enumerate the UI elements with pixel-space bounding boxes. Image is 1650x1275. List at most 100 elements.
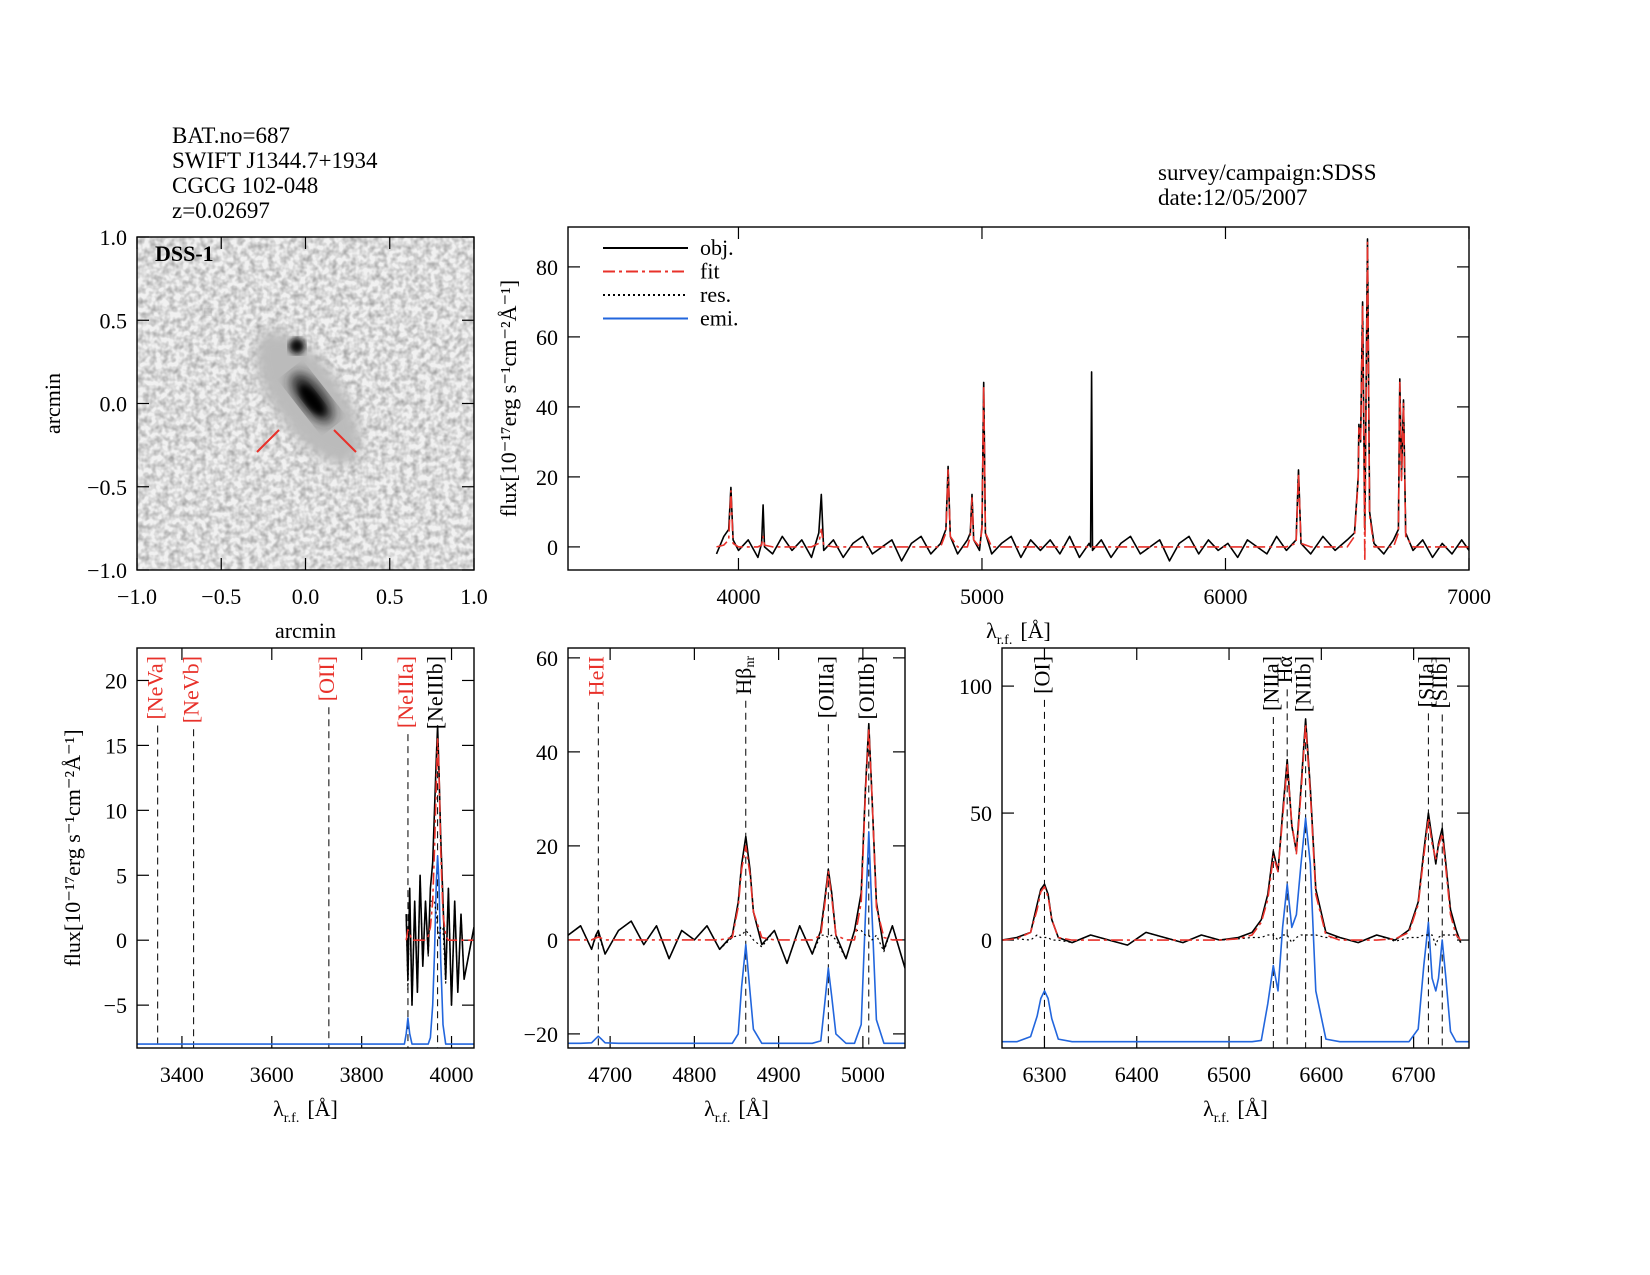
y-tick-label: −0.5 xyxy=(87,475,127,500)
y-tick-label: 0 xyxy=(547,535,558,560)
series-line xyxy=(405,725,474,1006)
line-label-text: [NeIIIa] xyxy=(393,656,418,728)
line-label-text: [NeIIIb] xyxy=(423,656,448,729)
x-axis-subscript: r.f. xyxy=(715,1111,731,1126)
x-tick-label: 5000 xyxy=(841,1062,885,1087)
x-tick-label: 6300 xyxy=(1022,1062,1066,1087)
y-tick-label: −5 xyxy=(104,993,127,1018)
companion xyxy=(289,338,305,354)
line-label: [NeVa] xyxy=(143,656,168,720)
y-tick-label: 60 xyxy=(536,646,558,671)
y-tick-label: 50 xyxy=(970,801,992,826)
y-tick-label: 1.0 xyxy=(100,225,128,250)
y-tick-label: 40 xyxy=(536,740,558,765)
line-label: [OI] xyxy=(1030,656,1055,694)
line-label: Hα xyxy=(1272,656,1297,684)
line-label: [OIIIa] xyxy=(813,656,838,718)
x-tick-label: 3600 xyxy=(250,1062,294,1087)
x-axis-unit: [Å] xyxy=(307,1096,338,1121)
y-tick-label: −20 xyxy=(524,1022,558,1047)
series-line xyxy=(1002,723,1462,941)
x-axis-label: λr.f. [Å] xyxy=(1203,1096,1268,1126)
series-line xyxy=(137,855,474,1045)
y-tick-label: −1.0 xyxy=(87,558,127,583)
line-label: [OIIIb] xyxy=(854,656,879,720)
x-tick-label: 4900 xyxy=(757,1062,801,1087)
y-tick-label: 5 xyxy=(116,863,127,888)
x-tick-label: 6700 xyxy=(1392,1062,1436,1087)
y-tick-label: 0.0 xyxy=(100,392,128,417)
line-label: [OII] xyxy=(314,656,339,701)
y-tick-label: 60 xyxy=(536,325,558,350)
x-tick-label: 5000 xyxy=(960,584,1004,609)
frame xyxy=(567,226,1470,571)
frame xyxy=(567,647,906,1049)
x-tick-label: 1.0 xyxy=(460,584,488,609)
line-label-text: Hβ xyxy=(731,668,756,695)
x-tick-label: 4700 xyxy=(588,1062,632,1087)
x-tick-label: −0.5 xyxy=(201,584,241,609)
plot-area xyxy=(568,700,905,1048)
x-tick-label: 4000 xyxy=(716,584,760,609)
y-tick-label: 20 xyxy=(105,668,127,693)
x-tick-label: 3400 xyxy=(160,1062,204,1087)
marker xyxy=(256,429,280,453)
x-tick-label: 6600 xyxy=(1299,1062,1343,1087)
x-axis-label: λr.f. [Å] xyxy=(986,618,1051,648)
header-line: BAT.no=687 xyxy=(172,123,290,148)
x-axis-label: arcmin xyxy=(275,618,336,643)
sky-image xyxy=(137,237,474,570)
y-tick-label: 0 xyxy=(116,928,127,953)
x-axis-subscript: r.f. xyxy=(1214,1111,1230,1126)
line-label: [SIIb] xyxy=(1427,656,1452,709)
x-axis-unit: [Å] xyxy=(1020,618,1051,643)
y-tick-label: 10 xyxy=(105,798,127,823)
x-tick-label: 6500 xyxy=(1207,1062,1251,1087)
x-axis-unit: [Å] xyxy=(1237,1096,1268,1121)
y-tick-label: 20 xyxy=(536,834,558,859)
x-axis-label: λr.f. [Å] xyxy=(273,1096,338,1126)
line-label: [NIIb] xyxy=(1291,656,1316,712)
x-axis-subscript: r.f. xyxy=(997,633,1013,648)
marker xyxy=(333,429,357,453)
series-line xyxy=(715,238,1469,562)
y-tick-label: 40 xyxy=(536,395,558,420)
series-line xyxy=(568,831,905,1045)
y-tick-label: 0.5 xyxy=(100,308,128,333)
x-axis-unit: [Å] xyxy=(738,1096,769,1121)
y-tick-label: 80 xyxy=(536,255,558,280)
x-tick-label: 0.0 xyxy=(292,584,320,609)
line-label-text: [NeVa] xyxy=(143,656,168,720)
line-label: [NeIIIa] xyxy=(393,656,418,728)
x-axis-symbol: λ xyxy=(704,1096,715,1121)
x-axis-symbol: λ xyxy=(986,618,997,643)
frame xyxy=(1001,647,1470,1049)
line-label: HeII xyxy=(583,656,608,696)
galaxy-nucleus xyxy=(299,385,325,415)
line-label-text: [OIIIa] xyxy=(813,656,838,718)
series-line xyxy=(405,738,474,941)
line-label-text: [SIIa] xyxy=(1413,656,1438,707)
line-label-text: [NeVb] xyxy=(179,656,204,723)
star xyxy=(205,309,211,315)
line-label: [SIIa] xyxy=(1413,656,1438,707)
header-line: SWIFT J1344.7+1934 xyxy=(172,148,378,173)
y-tick-label: 0 xyxy=(547,928,558,953)
x-tick-label: 4800 xyxy=(672,1062,716,1087)
line-label-text: [OIIIb] xyxy=(854,656,879,720)
y-axis-label: flux[10⁻¹⁷erg s⁻¹cm⁻²Å⁻¹] xyxy=(60,729,85,966)
legend-label: fit xyxy=(700,259,720,284)
series-line xyxy=(568,727,905,941)
x-axis-symbol: λ xyxy=(1203,1096,1214,1121)
y-tick-label: 15 xyxy=(105,733,127,758)
legend-label: emi. xyxy=(700,306,739,331)
x-tick-label: 0.5 xyxy=(376,584,404,609)
y-axis-label: flux[10⁻¹⁷erg s⁻¹cm⁻²Å⁻¹] xyxy=(496,280,521,517)
x-tick-label: 4000 xyxy=(430,1062,474,1087)
line-label-text: [OII] xyxy=(314,656,339,701)
line-label-subscript: nr xyxy=(743,656,758,668)
frame xyxy=(136,647,475,1049)
